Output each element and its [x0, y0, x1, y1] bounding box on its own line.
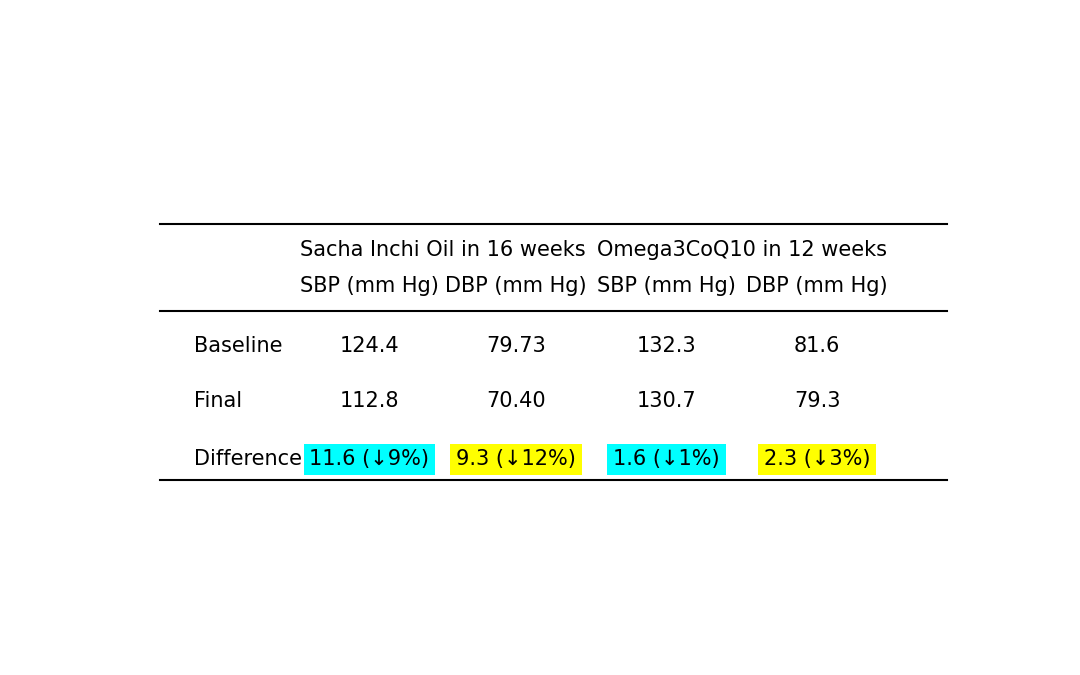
- Text: DBP (mm Hg): DBP (mm Hg): [746, 276, 888, 296]
- Text: 79.73: 79.73: [486, 336, 545, 356]
- Text: 132.3: 132.3: [637, 336, 697, 356]
- Text: 11.6 (↓9%): 11.6 (↓9%): [309, 450, 430, 469]
- Text: 81.6: 81.6: [794, 336, 840, 356]
- Text: 2.3 (↓3%): 2.3 (↓3%): [764, 450, 870, 469]
- Text: 124.4: 124.4: [339, 336, 400, 356]
- Text: 112.8: 112.8: [339, 391, 400, 410]
- Text: 79.3: 79.3: [794, 391, 840, 410]
- Text: 130.7: 130.7: [637, 391, 697, 410]
- Text: 70.40: 70.40: [486, 391, 545, 410]
- Text: Omega3CoQ10 in 12 weeks: Omega3CoQ10 in 12 weeks: [597, 240, 887, 260]
- Text: Sacha Inchi Oil in 16 weeks: Sacha Inchi Oil in 16 weeks: [300, 240, 585, 260]
- Text: SBP (mm Hg): SBP (mm Hg): [300, 276, 438, 296]
- Text: Difference: Difference: [193, 450, 301, 469]
- Text: 9.3 (↓12%): 9.3 (↓12%): [456, 450, 576, 469]
- Text: Final: Final: [193, 391, 242, 410]
- Text: SBP (mm Hg): SBP (mm Hg): [597, 276, 735, 296]
- Text: Baseline: Baseline: [193, 336, 282, 356]
- Text: 1.6 (↓1%): 1.6 (↓1%): [613, 450, 719, 469]
- Text: DBP (mm Hg): DBP (mm Hg): [445, 276, 586, 296]
